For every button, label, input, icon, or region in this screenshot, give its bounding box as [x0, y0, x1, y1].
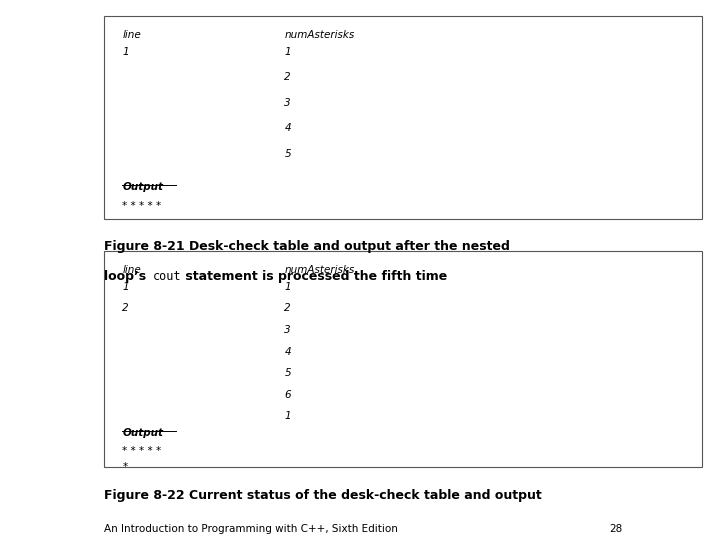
Text: numAsterisks: numAsterisks: [284, 30, 355, 40]
Text: *: *: [122, 462, 127, 472]
Text: Figure 8-22 Current status of the desk-check table and output: Figure 8-22 Current status of the desk-c…: [104, 489, 542, 502]
Text: 1: 1: [284, 282, 291, 292]
Text: 28: 28: [610, 523, 623, 534]
Text: 4: 4: [284, 123, 291, 133]
Text: 3: 3: [284, 98, 291, 108]
Text: 6: 6: [284, 390, 291, 400]
Text: * * * * *: * * * * *: [122, 201, 162, 211]
Text: cout: cout: [153, 270, 182, 283]
Text: numAsterisks: numAsterisks: [284, 265, 355, 275]
Text: 1: 1: [122, 47, 129, 57]
Text: Figure 8-21 Desk-check table and output after the nested: Figure 8-21 Desk-check table and output …: [104, 240, 510, 253]
Text: line: line: [122, 30, 141, 40]
Text: loop’s: loop’s: [104, 270, 151, 283]
Text: 4: 4: [284, 347, 291, 357]
Text: * * * * *: * * * * *: [122, 446, 162, 456]
Text: Output: Output: [122, 182, 163, 192]
Text: statement is processed the fifth time: statement is processed the fifth time: [181, 270, 447, 283]
Text: 1: 1: [284, 47, 291, 57]
Text: An Introduction to Programming with C++, Sixth Edition: An Introduction to Programming with C++,…: [104, 523, 398, 534]
Text: 1: 1: [284, 411, 291, 422]
Text: Output: Output: [122, 428, 163, 438]
Text: line: line: [122, 265, 141, 275]
Text: 3: 3: [284, 325, 291, 335]
Text: 2: 2: [284, 303, 291, 314]
Text: 2: 2: [122, 303, 129, 314]
Text: 5: 5: [284, 148, 291, 159]
FancyBboxPatch shape: [104, 251, 702, 467]
FancyBboxPatch shape: [104, 16, 702, 219]
Text: 5: 5: [284, 368, 291, 379]
Text: 2: 2: [284, 72, 291, 83]
Text: 1: 1: [122, 282, 129, 292]
